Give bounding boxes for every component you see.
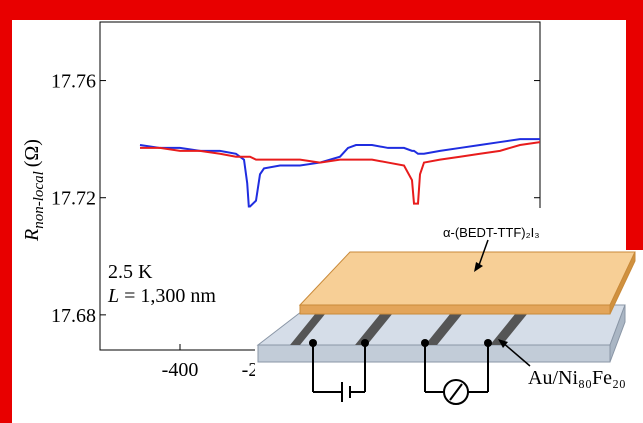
y-tick-label: 17.68 — [51, 305, 96, 327]
x-tick-label: -400 — [162, 359, 199, 381]
crystal-side — [609, 251, 636, 315]
arrow-head — [474, 262, 483, 272]
y-axis-label: Rnon-local (Ω) — [21, 139, 47, 242]
circuit — [312, 343, 489, 405]
y-label-symbol: R — [21, 229, 43, 242]
y-label-subscript: non-local — [31, 171, 47, 229]
annotation: 2.5 K — [108, 261, 153, 283]
y-label-unit: (Ω) — [21, 139, 43, 167]
electrodes — [290, 308, 532, 345]
crystal-front — [299, 304, 611, 315]
data-line — [140, 141, 540, 205]
y-tick-label: 17.72 — [51, 188, 96, 210]
data-line — [139, 138, 540, 208]
arrow — [501, 341, 531, 367]
arrow — [477, 239, 489, 269]
annotation-symbol: L — [107, 285, 119, 307]
substrate-side — [609, 304, 626, 363]
y-tick-label: 17.76 — [51, 71, 96, 93]
annotation: L = 1,300 nm — [107, 285, 216, 307]
substrate-front — [257, 344, 611, 363]
crystal-top — [298, 251, 636, 306]
contacts — [309, 339, 492, 347]
arrow-head — [498, 339, 508, 348]
annotation-text: = 1,300 nm — [119, 285, 216, 307]
crystal-label: α-(BEDT-TTF)₂I₃ — [443, 225, 540, 240]
electrode-label: Au/Ni₈₀Fe₂₀ — [528, 367, 626, 389]
device-diagram: α-(BEDT-TTF)₂I₃ Au/Ni₈₀Fe₂₀ — [255, 208, 643, 408]
